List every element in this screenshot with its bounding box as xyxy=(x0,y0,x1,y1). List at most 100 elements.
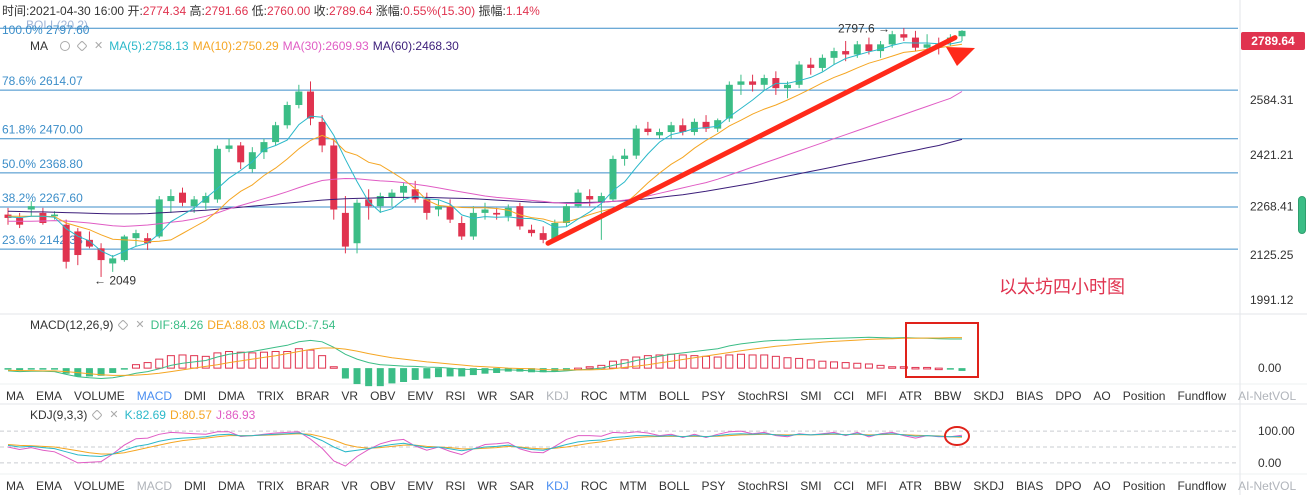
row2-tab-roc[interactable]: ROC xyxy=(580,479,608,493)
row1-tab-ao[interactable]: AO xyxy=(1093,389,1111,403)
row1-tab-kdj[interactable]: KDJ xyxy=(546,389,569,403)
candle-body xyxy=(120,236,128,261)
row1-tab-ai-netvol[interactable]: AI-NetVOL xyxy=(1238,389,1297,403)
row2-tab-dpo[interactable]: DPO xyxy=(1055,479,1082,493)
kdj-close-icon[interactable]: ✕ xyxy=(109,409,119,421)
row2-tab-skdj[interactable]: SKDJ xyxy=(973,479,1005,493)
candle-body xyxy=(434,206,442,210)
row2-tab-brar[interactable]: BRAR xyxy=(296,479,330,493)
macd-hist-bar xyxy=(748,354,757,369)
row1-tab-position[interactable]: Position xyxy=(1122,389,1166,403)
row2-tab-mtm[interactable]: MTM xyxy=(619,479,647,493)
row1-tab-rsi[interactable]: RSI xyxy=(445,389,466,403)
macd-hist-bar xyxy=(365,368,373,387)
row1-tab-mtm[interactable]: MTM xyxy=(619,389,647,403)
candle-body xyxy=(539,233,547,240)
row1-tab-volume[interactable]: VOLUME xyxy=(74,389,125,403)
row2-tab-trix[interactable]: TRIX xyxy=(256,479,285,493)
close-icon[interactable]: ✕ xyxy=(94,40,104,52)
candle-body xyxy=(144,238,152,244)
row2-tab-stochrsi[interactable]: StochRSI xyxy=(737,479,789,493)
macd-hist-bar xyxy=(400,368,408,382)
row2-tab-atr[interactable]: ATR xyxy=(898,479,923,493)
row2-tab-smi[interactable]: SMI xyxy=(800,479,822,493)
macd-hist-bar xyxy=(678,354,687,369)
macd-hist-bar xyxy=(783,357,792,369)
macd-hist-bar xyxy=(690,355,699,369)
row1-tab-bias[interactable]: BIAS xyxy=(1016,389,1044,403)
row2-tab-sar[interactable]: SAR xyxy=(509,479,535,493)
row2-tab-fundflow[interactable]: Fundflow xyxy=(1177,479,1227,493)
row2-tab-macd[interactable]: MACD xyxy=(136,479,173,493)
candle-body xyxy=(493,212,501,215)
row1-tab-smi[interactable]: SMI xyxy=(800,389,822,403)
row2-tab-bias[interactable]: BIAS xyxy=(1016,479,1044,493)
eye-icon[interactable] xyxy=(60,41,70,51)
row1-tab-psy[interactable]: PSY xyxy=(701,389,726,403)
row1-tab-stochrsi[interactable]: StochRSI xyxy=(737,389,789,403)
row1-tab-fundflow[interactable]: Fundflow xyxy=(1177,389,1227,403)
ma10-line xyxy=(8,43,963,243)
row2-tab-kdj[interactable]: KDJ xyxy=(546,479,569,493)
macd-close-icon[interactable]: ✕ xyxy=(135,319,145,331)
candle-body xyxy=(318,121,326,146)
row1-tab-roc[interactable]: ROC xyxy=(580,389,608,403)
macd-hist-bar xyxy=(806,359,815,369)
row1-tab-boll[interactable]: BOLL xyxy=(658,389,690,403)
candle-body xyxy=(679,125,687,132)
row1-tab-atr[interactable]: ATR xyxy=(898,389,923,403)
macd-hist-bar xyxy=(225,350,234,369)
macd-hist-bar xyxy=(248,352,257,369)
row2-tab-boll[interactable]: BOLL xyxy=(658,479,690,493)
row2-tab-obv[interactable]: OBV xyxy=(370,479,396,493)
row2-tab-mfi[interactable]: MFI xyxy=(866,479,887,493)
row2-tab-emv[interactable]: EMV xyxy=(407,479,434,493)
row2-tab-ma[interactable]: MA xyxy=(6,479,24,493)
price-scale-handle[interactable] xyxy=(1298,196,1306,234)
row2-tab-bbw[interactable]: BBW xyxy=(934,479,962,493)
row2-tab-rsi[interactable]: RSI xyxy=(445,479,466,493)
row1-tab-obv[interactable]: OBV xyxy=(370,389,396,403)
macd-hist-bar xyxy=(458,368,466,377)
row2-tab-psy[interactable]: PSY xyxy=(701,479,726,493)
macd-hist-bar xyxy=(736,353,745,369)
candle-body xyxy=(132,233,140,239)
row1-tab-dpo[interactable]: DPO xyxy=(1055,389,1082,403)
kdj-tick-label: 100.00 xyxy=(1258,424,1295,438)
row1-tab-dmi[interactable]: DMI xyxy=(184,389,207,403)
row2-tab-volume[interactable]: VOLUME xyxy=(74,479,125,493)
row1-tab-skdj[interactable]: SKDJ xyxy=(973,389,1005,403)
row1-tab-trix[interactable]: TRIX xyxy=(256,389,285,403)
row2-tab-ao[interactable]: AO xyxy=(1093,479,1111,493)
row2-tab-dma[interactable]: DMA xyxy=(218,479,245,493)
row1-tab-dma[interactable]: DMA xyxy=(218,389,245,403)
row2-tab-position[interactable]: Position xyxy=(1122,479,1166,493)
row1-tab-vr[interactable]: VR xyxy=(341,389,359,403)
row1-tab-mfi[interactable]: MFI xyxy=(866,389,887,403)
row1-tab-emv[interactable]: EMV xyxy=(407,389,434,403)
macd-hist-bar xyxy=(166,355,175,369)
row1-tab-ema[interactable]: EMA xyxy=(36,389,63,403)
row1-tab-lsur[interactable]: LSUR xyxy=(1302,389,1307,403)
candle-body xyxy=(853,44,861,55)
row1-tab-bbw[interactable]: BBW xyxy=(934,389,962,403)
row2-tab-vr[interactable]: VR xyxy=(341,479,359,493)
row1-tab-sar[interactable]: SAR xyxy=(509,389,535,403)
macd-hist-bar xyxy=(283,350,292,369)
row2-tab-wr[interactable]: WR xyxy=(477,479,498,493)
high-marker: 2797.6 → xyxy=(838,21,890,35)
row1-tab-cci[interactable]: CCI xyxy=(833,389,855,403)
candle-body xyxy=(237,145,245,163)
row2-tab-ai-netvol[interactable]: AI-NetVOL xyxy=(1238,479,1297,493)
row1-tab-ma[interactable]: MA xyxy=(6,389,24,403)
row2-tab-cci[interactable]: CCI xyxy=(833,479,855,493)
row2-tab-ema[interactable]: EMA xyxy=(36,479,63,493)
macd-hist-bar xyxy=(39,368,47,370)
row2-tab-lsur[interactable]: LSUR xyxy=(1302,479,1307,493)
row2-tab-dmi[interactable]: DMI xyxy=(184,479,207,493)
row1-tab-wr[interactable]: WR xyxy=(477,389,498,403)
row1-tab-macd[interactable]: MACD xyxy=(136,389,173,403)
candle-body xyxy=(586,196,594,200)
row1-tab-brar[interactable]: BRAR xyxy=(296,389,330,403)
